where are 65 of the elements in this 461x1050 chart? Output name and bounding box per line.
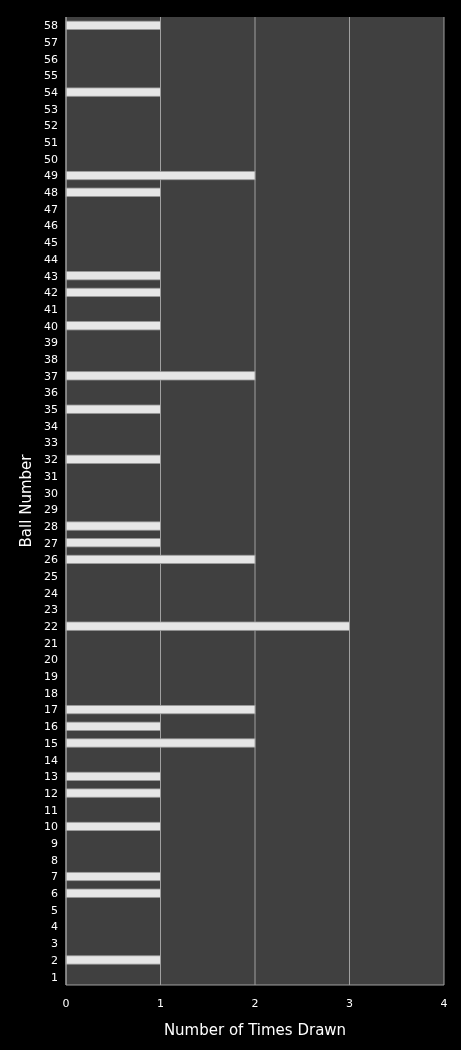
y-tick-label: 26 — [44, 553, 58, 567]
y-tick-label: 18 — [44, 686, 58, 700]
y-tick-label: 51 — [44, 136, 58, 150]
y-tick-label: 37 — [44, 369, 58, 383]
y-tick-label: 4 — [51, 920, 58, 934]
x-tick-label: 1 — [157, 997, 164, 1010]
y-tick-label: 29 — [44, 503, 58, 517]
y-tick-label: 33 — [44, 436, 58, 450]
y-tick-label: 58 — [44, 19, 58, 33]
y-tick-label: 32 — [44, 453, 58, 467]
y-tick-label: 16 — [44, 720, 58, 734]
y-tick-label: 5 — [51, 903, 58, 917]
y-tick-label: 31 — [44, 469, 58, 483]
y-tick-label: 41 — [44, 302, 58, 316]
y-tick-label: 14 — [44, 753, 58, 767]
x-tick-label: 0 — [62, 997, 70, 1010]
y-tick-label: 3 — [51, 937, 58, 951]
y-tick-label: 43 — [44, 269, 58, 283]
y-tick-label: 7 — [51, 870, 58, 884]
y-tick-label: 47 — [44, 202, 58, 216]
y-tick-label: 39 — [44, 336, 58, 350]
y-tick-label: 20 — [44, 653, 58, 667]
y-tick-label: 36 — [44, 386, 58, 400]
y-tick-label: 34 — [44, 419, 58, 433]
y-tick-label: 1 — [51, 970, 58, 984]
x-axis-title: Number of Times Drawn — [163, 1021, 347, 1039]
y-tick-label: 45 — [44, 236, 58, 250]
x-tick-label: 4 — [440, 997, 448, 1010]
x-tick-label: 2 — [251, 997, 259, 1010]
y-tick-label: 25 — [44, 569, 58, 583]
y-tick-label: 56 — [44, 52, 58, 66]
y-tick-label: 52 — [44, 119, 58, 133]
y-tick-label: 40 — [44, 319, 58, 333]
y-tick-label: 35 — [44, 403, 58, 417]
y-tick-label: 10 — [44, 820, 58, 834]
y-tick-label: 30 — [44, 486, 58, 500]
y-tick-label: 9 — [51, 836, 58, 850]
y-tick-label: 54 — [44, 85, 58, 99]
y-tick-label: 13 — [44, 770, 58, 784]
y-tick-label: 57 — [44, 35, 58, 49]
y-tick-label: 27 — [44, 536, 58, 550]
y-tick-label: 11 — [44, 803, 58, 817]
y-tick-label: 53 — [44, 102, 58, 116]
y-tick-label: 42 — [44, 286, 58, 300]
y-tick-label: 23 — [44, 603, 58, 617]
y-tick-label: 22 — [44, 620, 58, 634]
y-tick-label: 49 — [44, 169, 58, 183]
y-tick-label: 15 — [44, 736, 58, 750]
y-tick-label: 6 — [51, 887, 58, 901]
y-tick-label: 50 — [44, 152, 58, 166]
y-tick-label: 46 — [44, 219, 58, 233]
y-tick-label: 17 — [44, 703, 58, 717]
y-tick-label: 48 — [44, 186, 58, 200]
y-axis-title: Ball Number — [17, 453, 35, 548]
y-tick-label: 44 — [44, 252, 58, 266]
y-tick-label: 8 — [51, 853, 58, 867]
y-tick-label: 24 — [44, 586, 58, 600]
y-tick-label: 21 — [44, 636, 58, 650]
y-tick-label: 12 — [44, 786, 58, 800]
y-tick-label: 38 — [44, 352, 58, 366]
y-tick-label: 55 — [44, 69, 58, 83]
y-tick-label: 28 — [44, 519, 58, 533]
y-tick-label: 19 — [44, 670, 58, 684]
y-tick-label: 2 — [51, 953, 58, 967]
x-tick-label: 3 — [346, 997, 353, 1010]
